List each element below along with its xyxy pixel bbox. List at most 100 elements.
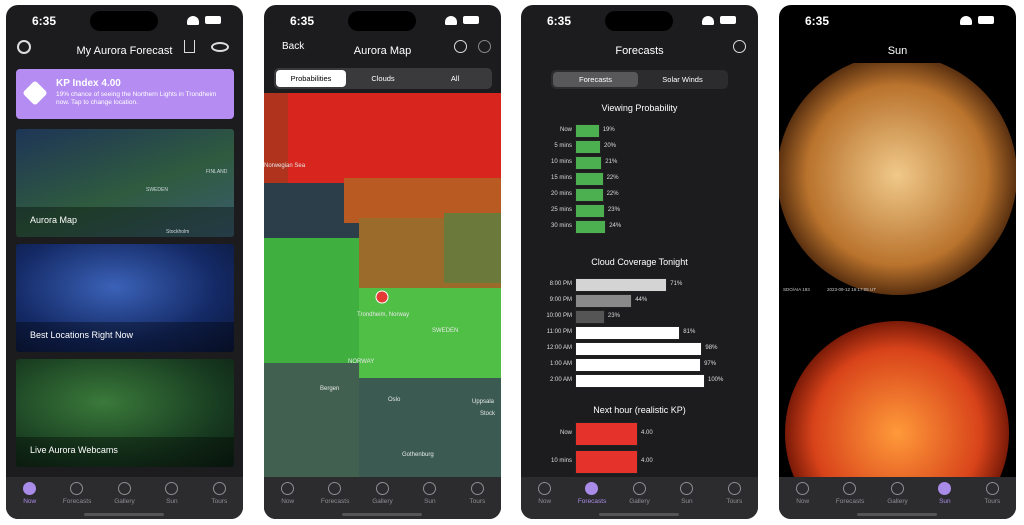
tab-item[interactable]: Forecasts — [826, 477, 873, 519]
wifi-icon — [445, 16, 457, 25]
tab-item[interactable]: Now — [6, 477, 53, 519]
map-label: Stock — [480, 411, 496, 417]
phone-screen: 6:35 Sun SDO/AIA 193 2023-09-12 16:17:05 UT… — [779, 5, 1016, 519]
chart-title: Cloud Coverage Tonight — [591, 257, 688, 267]
value-label: 19% — [602, 127, 615, 133]
battery-icon — [720, 16, 736, 24]
map-label: SWEDEN — [432, 328, 459, 334]
tab-item[interactable]: Sun — [663, 477, 710, 519]
visibility-icon[interactable] — [211, 42, 229, 52]
status-time: 6:35 — [547, 14, 572, 28]
tab-item[interactable]: Now — [779, 477, 826, 519]
card-caption-band — [16, 322, 234, 352]
tab-item[interactable]: Now — [264, 477, 311, 519]
tab-item[interactable]: Tours — [454, 477, 501, 519]
settings-icon[interactable] — [17, 40, 31, 54]
dynamic-island — [90, 11, 158, 31]
tab-item[interactable]: Gallery — [874, 477, 921, 519]
dynamic-island — [605, 11, 673, 31]
tab-item[interactable]: Sun — [921, 477, 968, 519]
value-label: 23% — [607, 313, 620, 319]
category-label: 5 mins — [554, 143, 572, 149]
tab-icon — [423, 482, 437, 495]
tab-icon — [796, 482, 809, 495]
tab-icon — [117, 482, 131, 495]
bar — [575, 172, 604, 186]
bar — [575, 374, 705, 388]
value-label: 71% — [670, 281, 683, 287]
bar — [575, 450, 638, 474]
home-indicator — [84, 513, 164, 516]
bar — [575, 294, 633, 308]
tab-label: Now — [538, 498, 552, 505]
tab-icon — [70, 482, 84, 495]
tab-item[interactable]: Gallery — [359, 477, 406, 519]
layers-icon[interactable] — [478, 40, 491, 53]
sun-imagery — [779, 63, 1016, 477]
tab-item[interactable]: Forecasts — [311, 477, 358, 519]
screen-title: Forecasts — [615, 45, 664, 57]
tab-item[interactable]: Gallery — [101, 477, 148, 519]
tab-item[interactable]: Forecasts — [53, 477, 100, 519]
bar — [575, 220, 607, 234]
value-label: 97% — [704, 361, 717, 367]
tab-item[interactable]: Tours — [196, 477, 243, 519]
bar — [575, 422, 638, 446]
map — [264, 93, 501, 519]
kp-card[interactable]: KP Index 4.00 19% chance of seeing the No… — [16, 69, 234, 119]
wifi-icon — [187, 16, 199, 25]
segment-tab[interactable]: Forecasts — [553, 72, 638, 87]
status-time: 6:35 — [805, 14, 830, 28]
bar — [575, 124, 600, 138]
category-label: 9:00 PM — [549, 297, 572, 303]
card-caption-band — [16, 207, 234, 237]
map-label: Uppsala — [472, 399, 495, 405]
tab-label: Sun — [166, 498, 178, 505]
phone-screen: 6:35 Aurora Map Back Probabilities Clouds All… — [264, 5, 501, 519]
tab-item[interactable]: Sun — [406, 477, 453, 519]
tab-icon — [680, 482, 694, 495]
bar — [575, 140, 601, 154]
tab-label: Sun — [939, 498, 951, 505]
tab-item[interactable]: Forecasts — [568, 477, 615, 519]
home-indicator — [599, 513, 679, 516]
value-label: 22% — [606, 191, 619, 197]
tab-item[interactable]: Tours — [711, 477, 758, 519]
feature-card[interactable]: Live Aurora Webcams — [16, 359, 234, 467]
tab-item[interactable]: Tours — [969, 477, 1016, 519]
map-label: Trondheim, Norway — [357, 312, 410, 318]
tab-icon — [328, 482, 342, 495]
segment-tab[interactable]: Solar Winds — [662, 75, 703, 84]
tab-label: Gallery — [114, 498, 135, 505]
tab-icon — [632, 482, 646, 495]
map-region — [264, 93, 288, 183]
value-label: 22% — [606, 175, 619, 181]
map-label: Gothenburg — [402, 452, 434, 458]
kp-icon — [22, 80, 48, 106]
segment-tab[interactable]: Probabilities — [276, 70, 346, 87]
info-icon[interactable] — [733, 40, 746, 53]
tab-icon — [538, 482, 551, 495]
category-label: Now — [559, 127, 572, 133]
value-label: 24% — [609, 223, 622, 229]
feature-card[interactable]: Aurora Map SWEDEN Stockholm FINLAND — [16, 129, 234, 237]
back-button[interactable]: Back — [282, 41, 305, 52]
segment-tab[interactable]: All — [450, 74, 460, 83]
tab-item[interactable]: Gallery — [616, 477, 663, 519]
dynamic-island — [863, 11, 931, 31]
chart-title: Next hour (realistic KP) — [593, 405, 686, 415]
share-icon[interactable] — [184, 40, 195, 53]
screen-title: Aurora Map — [353, 45, 412, 57]
tab-item[interactable]: Sun — [148, 477, 195, 519]
tab-label: Tours — [211, 498, 228, 505]
screen-title: My Aurora Forecast — [76, 45, 173, 57]
map-region — [264, 238, 359, 363]
feature-card[interactable]: Best Locations Right Now — [16, 244, 234, 352]
tab-item[interactable]: Now — [521, 477, 568, 519]
tab-label: Forecasts — [62, 498, 92, 505]
image-caption: SDO/AIA 193 — [783, 287, 810, 292]
info-icon[interactable] — [454, 40, 467, 53]
category-label: 1:00 AM — [549, 361, 572, 367]
home-indicator — [857, 513, 937, 516]
segment-tab[interactable]: Clouds — [371, 74, 395, 83]
